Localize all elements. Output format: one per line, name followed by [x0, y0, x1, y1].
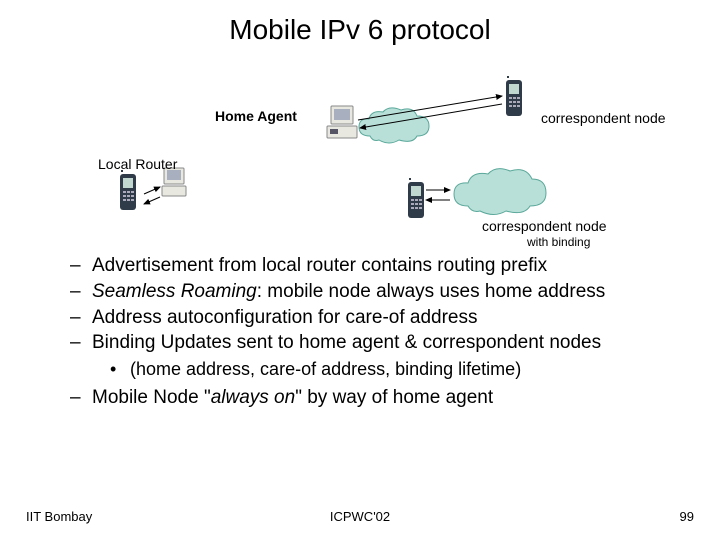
- bullet-text: " by way of home agent: [295, 387, 493, 408]
- bullet-item: Advertisement from local router contains…: [70, 255, 680, 278]
- bullet-text: Mobile Node ": [92, 387, 211, 408]
- cloud-home-network: [355, 106, 433, 146]
- home-agent-server: [325, 104, 359, 142]
- bullet-emphasis: Seamless Roaming: [92, 281, 257, 302]
- cloud-correspondent: [450, 166, 550, 218]
- bullet-sub-item: (home address, care-of address, binding …: [110, 358, 680, 381]
- footer-page-number: 99: [680, 509, 694, 524]
- bullet-item: Binding Updates sent to home agent & cor…: [70, 332, 680, 355]
- label-correspondent-node: correspondent node: [541, 110, 666, 126]
- footer-center: ICPWC'02: [0, 509, 720, 524]
- phone-correspondent-top: [504, 76, 524, 120]
- bullet-item: Address autoconfiguration for care-of ad…: [70, 307, 680, 330]
- diagram-area: Home Agent Local Router correspondent no…: [0, 46, 720, 246]
- label-local-router: Local Router: [98, 156, 177, 172]
- phone-mobile-node: [118, 170, 138, 214]
- bullet-item: Mobile Node "always on" by way of home a…: [70, 387, 680, 410]
- label-home-agent: Home Agent: [215, 108, 297, 124]
- page-title: Mobile IPv 6 protocol: [0, 0, 720, 46]
- label-with-binding: with binding: [527, 235, 590, 249]
- label-correspondent-node-binding: correspondent node: [482, 218, 607, 234]
- phone-correspondent-binding: [406, 178, 426, 222]
- bullet-item: Seamless Roaming: mobile node always use…: [70, 281, 680, 304]
- bullet-text: : mobile node always uses home address: [257, 281, 606, 302]
- bullet-list: Advertisement from local router contains…: [0, 246, 720, 409]
- bullet-emphasis: always on: [211, 387, 296, 408]
- diagram-arrows: [0, 46, 720, 246]
